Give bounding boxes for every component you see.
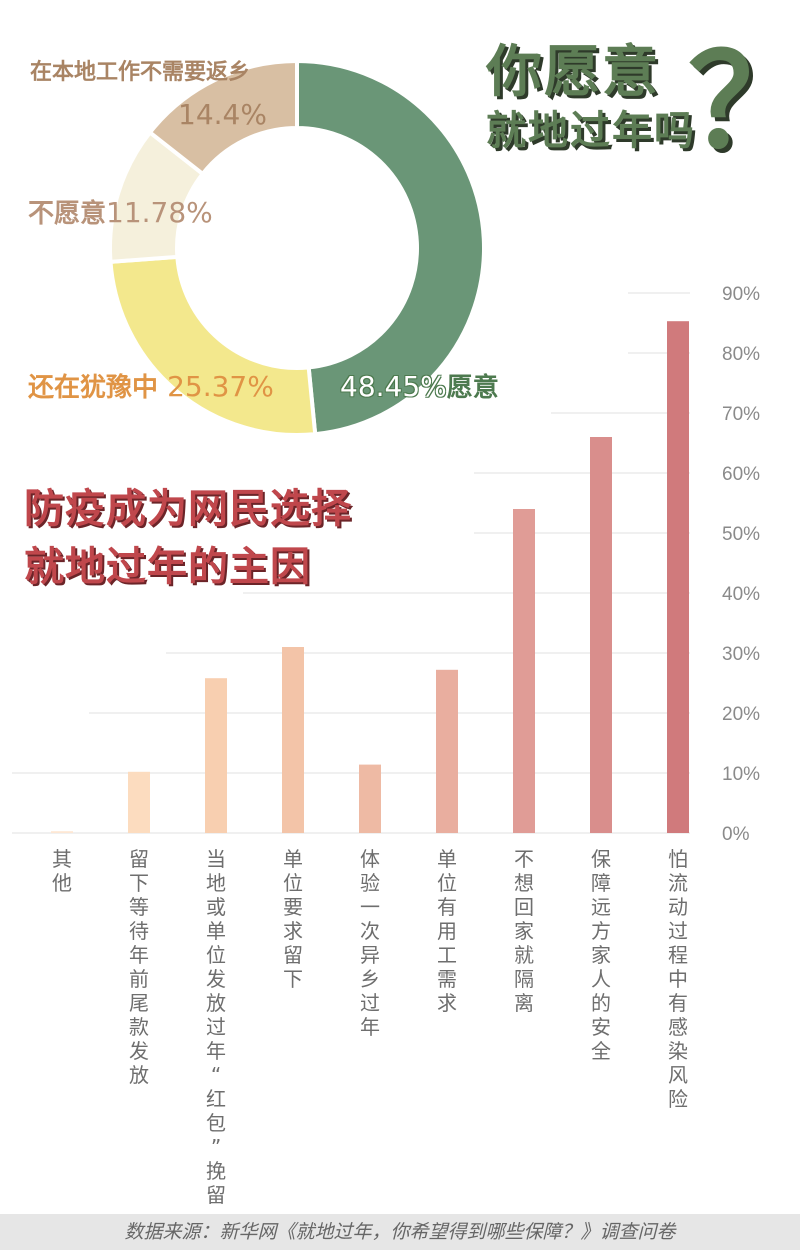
- label-willing: 48.45%愿意: [340, 367, 499, 404]
- donut-slice: [147, 58, 299, 177]
- value-willing-text: 48.45%: [340, 370, 447, 403]
- y-tick-label: 10%: [722, 764, 760, 785]
- y-tick-label: 50%: [722, 524, 760, 545]
- bar: [590, 437, 612, 833]
- x-category-label: 保障远方家人的安全: [591, 847, 611, 1063]
- bar: [667, 321, 689, 833]
- y-tick-label: 0%: [722, 824, 750, 845]
- x-category-label: 体验一次异乡过年: [360, 847, 380, 1039]
- label-unwilling-text: 不愿意: [28, 199, 107, 229]
- x-category-label: 怕流动过程中有感染风险: [668, 847, 688, 1111]
- chart-title: 你愿意 就地过年吗: [486, 40, 696, 156]
- title-line-2: 就地过年吗: [486, 108, 696, 154]
- bar: [359, 764, 381, 833]
- y-tick-label: 60%: [722, 464, 760, 485]
- value-unwilling-text: 11.78%: [106, 196, 213, 229]
- headline-line-1: 防疫成为网民选择: [24, 486, 352, 532]
- donut-slice: [108, 254, 318, 437]
- bar-chart: 0% 10% 20% 30% 40% 50% 60% 70% 80% 90% 其他 留下等待年前尾款发…: [12, 284, 760, 1207]
- x-category-label: 单位有用工需求: [437, 847, 457, 1015]
- label-willing-text: 愿意: [446, 373, 499, 403]
- y-tick-label: 20%: [722, 704, 760, 725]
- x-category-label: 当地或单位发放过年“红包”挽留: [206, 847, 226, 1207]
- x-category-label: 其他: [52, 847, 72, 895]
- label-unwilling: 不愿意11.78%: [28, 193, 213, 230]
- y-tick-label: 30%: [722, 644, 760, 665]
- label-hesitating: 还在犹豫中 25.37%: [28, 367, 274, 404]
- value-local-work: 14.4%: [178, 98, 267, 131]
- label-local-work-text: 在本地工作不需要返乡: [30, 59, 251, 85]
- title-line-1: 你愿意: [486, 40, 660, 105]
- donut-chart: [108, 58, 486, 437]
- bar: [282, 647, 304, 833]
- bar: [51, 831, 73, 833]
- headline-line-2: 就地过年的主因: [24, 544, 311, 590]
- question-mark: ？: [688, 38, 800, 168]
- x-category-label: 单位要求留下: [283, 847, 303, 991]
- label-local-work: 在本地工作不需要返乡: [30, 54, 250, 86]
- x-category-label: 不想回家就隔离: [514, 847, 534, 1015]
- bar: [436, 669, 458, 833]
- y-tick-label: 80%: [722, 344, 760, 365]
- source-footer: 数据来源：新华网《就地过年，你希望得到哪些保障？》调查问卷: [0, 1214, 800, 1250]
- bar: [128, 771, 150, 833]
- bar: [513, 509, 535, 833]
- bar: [205, 678, 227, 833]
- y-tick-label: 90%: [722, 284, 760, 305]
- label-hesitating-text: 还在犹豫中: [28, 373, 159, 403]
- headline: 防疫成为网民选择 就地过年的主因: [24, 480, 352, 596]
- x-category-label: 留下等待年前尾款发放: [129, 847, 149, 1087]
- y-tick-label: 40%: [722, 584, 760, 605]
- value-hesitating-text: 25.37%: [167, 370, 274, 403]
- donut-slice: [295, 58, 486, 437]
- y-tick-label: 70%: [722, 404, 760, 425]
- value-local-work-text: 14.4%: [178, 98, 267, 131]
